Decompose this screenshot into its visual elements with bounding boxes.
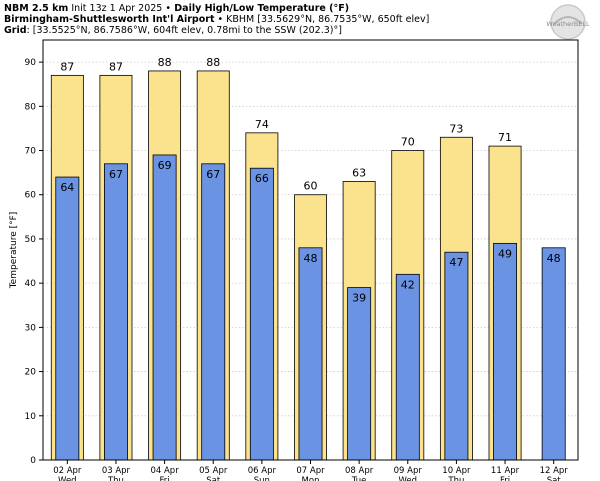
model-name: NBM 2.5 km [4, 3, 69, 14]
header-line-3: Grid: [33.5525°N, 86.7586°W, 604ft elev,… [4, 25, 342, 37]
x-tick-label-date: 11 Apr [491, 466, 520, 476]
y-tick-label: 70 [25, 147, 37, 157]
x-tick-label-date: 12 Apr [540, 466, 569, 476]
data-labels: 87 64 87 67 88 69 88 67 74 66 60 48 63 39 70 42 73 47 71 49… [60, 56, 560, 305]
y-tick-label: 60 [25, 191, 37, 201]
high-temp-label: 88 [158, 56, 172, 69]
high-temp-label: 70 [401, 136, 415, 149]
low-temp-label: 67 [109, 168, 123, 181]
high-temp-label: 71 [498, 131, 512, 144]
x-tick-label-date: 02 Apr [53, 466, 82, 476]
separator: • [165, 3, 171, 14]
low-temp-label: 64 [60, 181, 74, 194]
low-temp-label: 42 [401, 278, 415, 291]
high-temp-label: 87 [60, 60, 74, 73]
y-tick-label: 50 [25, 235, 37, 245]
x-tick-label-date: 04 Apr [150, 466, 179, 476]
low-temp-bar [152, 154, 177, 461]
plot-frame [42, 39, 579, 461]
low-temp-bar [201, 163, 226, 461]
low-temp-label: 47 [449, 256, 463, 269]
low-temp-label: 48 [547, 252, 561, 265]
chart-title: Daily High/Low Temperature (°F) [170, 3, 350, 14]
y-tick-label: 0 [30, 456, 36, 466]
low-temp-label: 39 [352, 292, 366, 305]
high-temp-label: 60 [304, 180, 318, 193]
x-tick-label-day: Tue [351, 476, 367, 481]
x-tick-label-day: Wed [398, 476, 417, 481]
x-tick-label-day: Fri [500, 476, 510, 481]
bars [50, 70, 566, 461]
x-tick-label-day: Wed [58, 476, 77, 481]
x-tick-label-date: 05 Apr [199, 466, 228, 476]
x-tick-label-day: Thu [447, 476, 464, 481]
y-tick-label: 80 [25, 102, 37, 112]
station-name: Birmingham-Shuttlesworth Int'l Airport [4, 14, 215, 25]
high-temp-label: 87 [109, 60, 123, 73]
x-tick-label-day: Thu [107, 476, 124, 481]
low-temp-label: 69 [158, 159, 172, 172]
high-temp-label: 63 [352, 166, 366, 179]
x-tick-label-date: 03 Apr [102, 466, 131, 476]
x-tick-label-date: 10 Apr [442, 466, 471, 476]
low-temp-bar [395, 273, 420, 461]
low-temp-bar [444, 251, 469, 461]
low-temp-label: 48 [304, 252, 318, 265]
low-temp-bar [493, 242, 518, 461]
grid-detail: : [33.5525°N, 86.7586°W, 604ft elev, 0.7… [26, 25, 342, 36]
x-tick-label-day: Sat [547, 476, 562, 481]
x-tick-label-date: 06 Apr [248, 466, 277, 476]
y-axis-label: Temperature [°F] [9, 212, 19, 290]
y-tick-label: 40 [25, 279, 37, 289]
low-temp-bar [347, 287, 372, 461]
header-line-1: NBM 2.5 km Init 13z 1 Apr 2025 • Daily H… [4, 3, 349, 15]
low-temp-bar [541, 247, 566, 461]
y-tick-label: 20 [25, 368, 37, 378]
x-tick-label-day: Sun [254, 476, 270, 481]
grid-label: Grid [4, 25, 27, 36]
low-temp-bar [298, 247, 323, 461]
low-temp-label: 67 [206, 168, 220, 181]
low-temp-bar [249, 167, 274, 461]
y-tick-label: 30 [25, 323, 37, 333]
x-tick-label-date: 09 Apr [394, 466, 423, 476]
low-temp-label: 49 [498, 247, 512, 260]
init-time: Init 13z 1 Apr 2025 [68, 3, 166, 14]
high-temp-label: 88 [206, 56, 220, 69]
weatherbell-logo-icon: WeatherBELL [540, 2, 596, 46]
high-temp-label: 74 [255, 118, 269, 131]
low-temp-bar [103, 163, 128, 461]
x-tick-label-day: Fri [160, 476, 170, 481]
y-tick-label: 90 [25, 58, 37, 68]
low-temp-label: 66 [255, 172, 269, 185]
x-tick-label-day: Sat [206, 476, 221, 481]
x-tick-label-date: 08 Apr [345, 466, 374, 476]
svg-text:WeatherBELL: WeatherBELL [546, 20, 590, 28]
low-temp-bar [55, 176, 80, 461]
station-detail: • KBHM [33.5629°N, 86.7535°W, 650ft elev… [214, 14, 430, 25]
x-tick-label-date: 07 Apr [296, 466, 325, 476]
x-tick-label-day: Mon [302, 476, 320, 481]
high-temp-label: 73 [449, 122, 463, 135]
y-tick-label: 10 [25, 412, 37, 422]
header-line-2: Birmingham-Shuttlesworth Int'l Airport •… [4, 14, 429, 26]
